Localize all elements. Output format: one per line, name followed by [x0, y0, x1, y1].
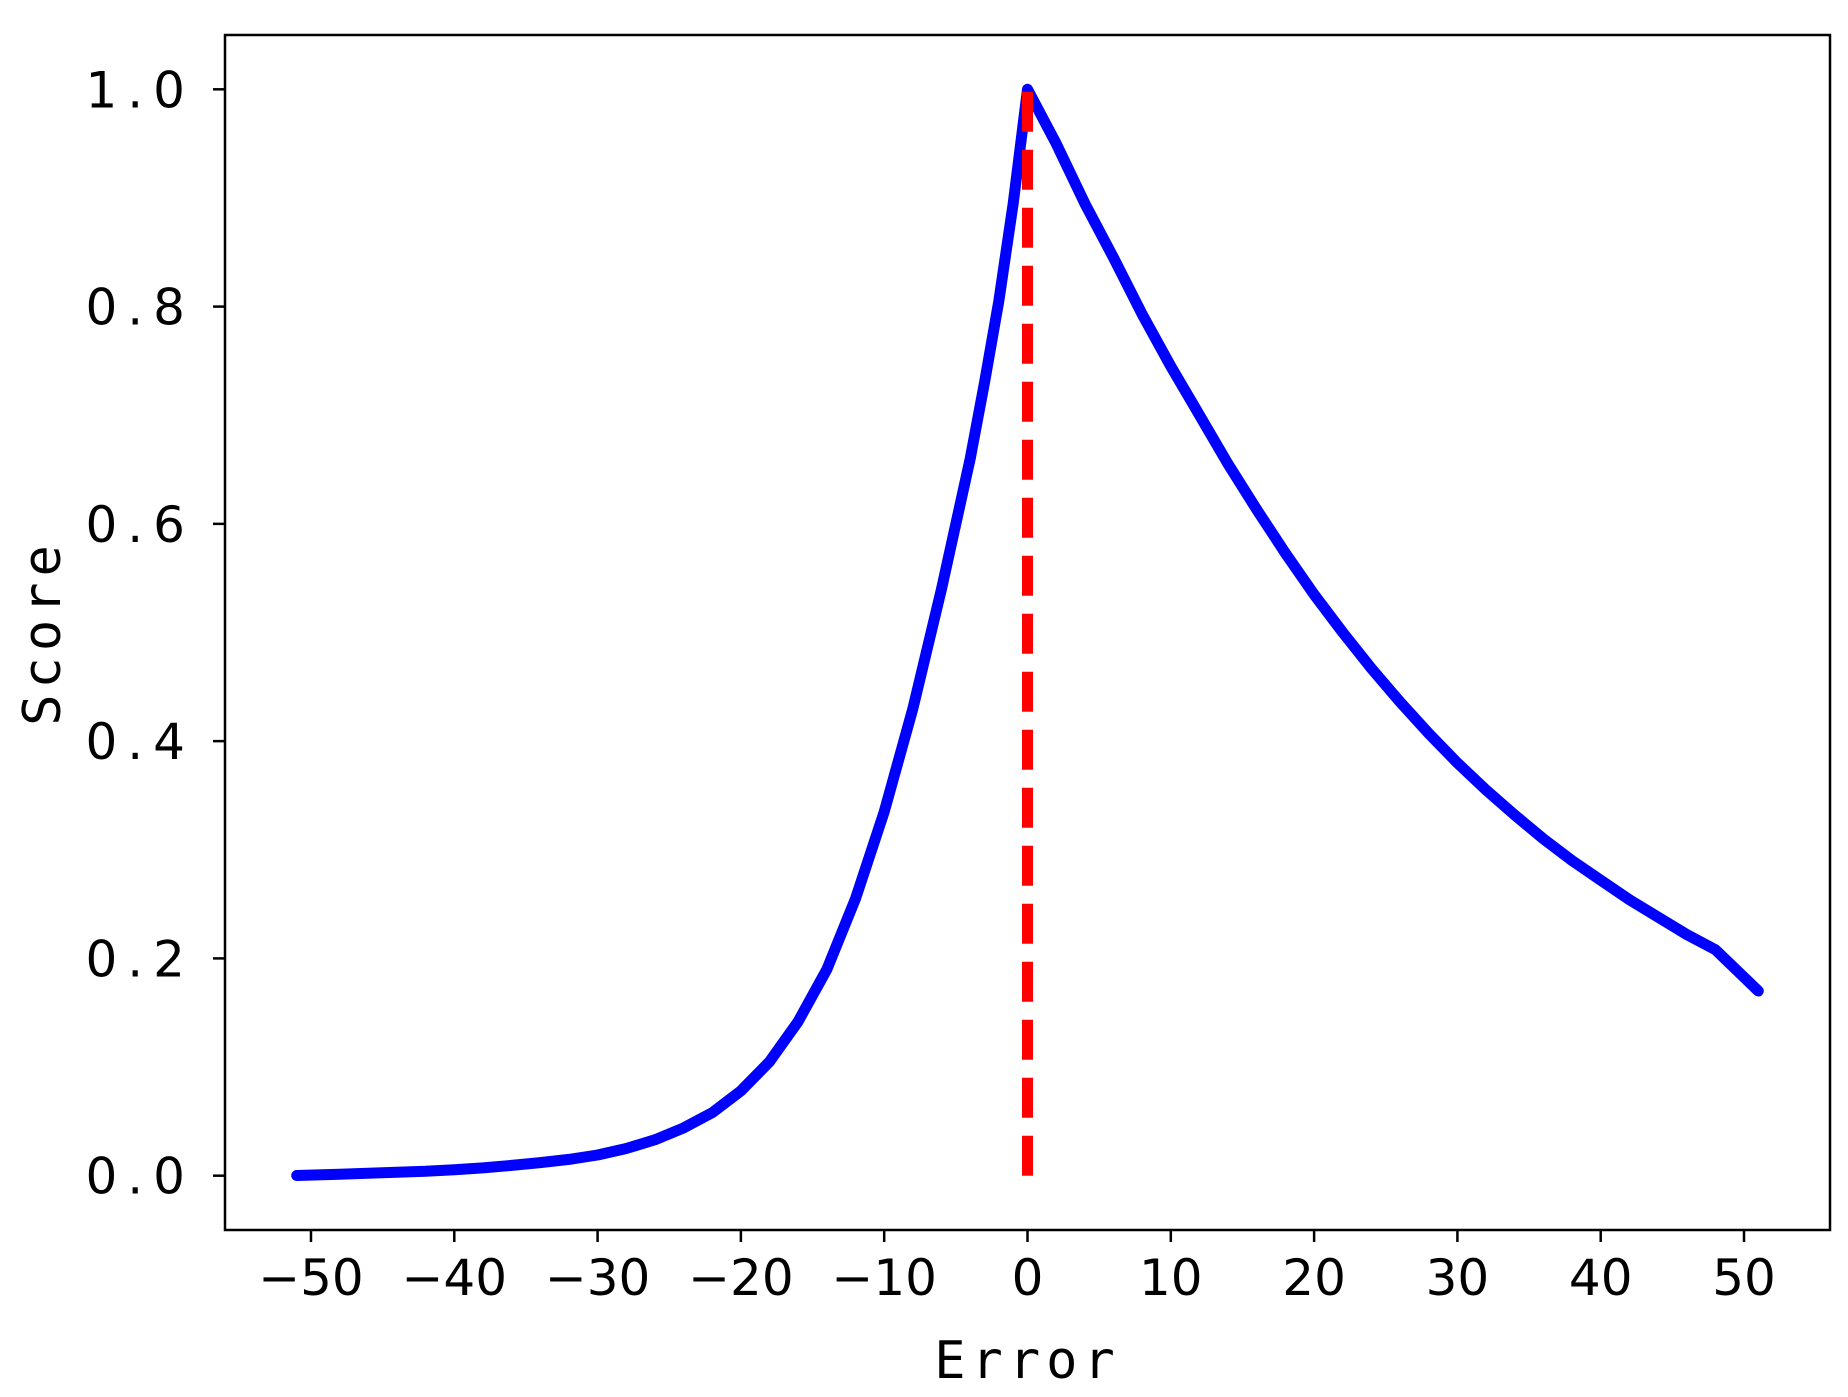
x-axis: −50 −40 −30 −20 −10 0 10 20 30 40 50	[258, 1230, 1776, 1307]
x-tick-label: 40	[1569, 1249, 1633, 1307]
x-tick-label: 20	[1282, 1249, 1346, 1307]
y-tick-label: 0.8	[85, 279, 195, 337]
y-tick-label: 0.0	[85, 1148, 195, 1206]
y-axis: 0.0 0.2 0.4 0.6 0.8 1.0	[85, 61, 225, 1206]
y-tick-label: 0.4	[85, 713, 195, 771]
x-tick-label: 30	[1426, 1249, 1490, 1307]
x-axis-label: Error	[934, 1331, 1121, 1391]
x-tick-label: −10	[831, 1249, 937, 1307]
x-tick-label: 10	[1139, 1249, 1203, 1307]
y-tick-label: 0.6	[85, 496, 195, 554]
x-tick-label: −30	[545, 1249, 651, 1307]
y-axis-label: Score	[13, 539, 73, 726]
score-curve	[291, 83, 1764, 1181]
x-tick-label: −50	[258, 1249, 364, 1307]
x-tick-label: −40	[402, 1249, 508, 1307]
y-tick-label: 1.0	[85, 61, 195, 119]
x-tick-label: 0	[1012, 1249, 1044, 1307]
x-tick-label: 50	[1712, 1249, 1776, 1307]
x-tick-label: −20	[688, 1249, 794, 1307]
y-tick-label: 0.2	[85, 930, 195, 988]
plot-lines	[291, 83, 1764, 1181]
